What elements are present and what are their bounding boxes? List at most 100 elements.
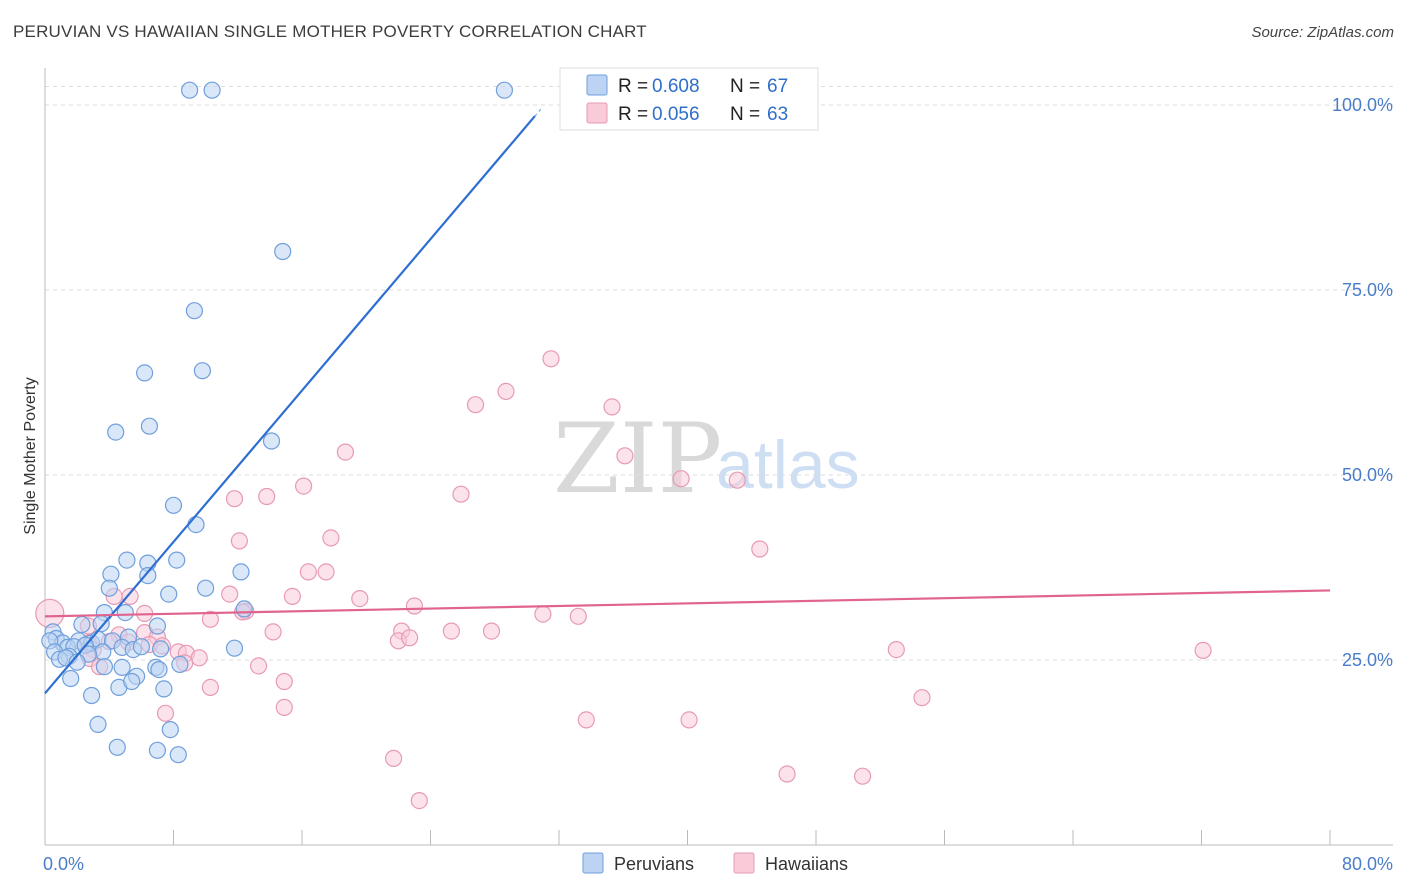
peruvian-point xyxy=(171,655,189,674)
y-tick-label: 50.0% xyxy=(1342,465,1393,485)
hawaiian-point xyxy=(190,649,208,667)
peruvian-point xyxy=(155,680,173,698)
peruvian-point xyxy=(235,600,253,618)
peruvian-point xyxy=(116,603,134,622)
peruvian-point xyxy=(164,496,183,514)
peruvian-r-value: 0.608 xyxy=(652,76,700,97)
peruvian-trend-extension xyxy=(534,108,542,117)
peruvian-point xyxy=(185,302,203,320)
hawaiian-trend-line xyxy=(44,589,1331,618)
axes xyxy=(44,68,1393,846)
data-points xyxy=(35,81,1212,810)
peruvian-point xyxy=(132,638,150,656)
watermark-zip: ZIP xyxy=(553,403,722,515)
peruvian-point xyxy=(203,81,221,99)
hawaiian-point xyxy=(577,711,595,729)
peruvian-point xyxy=(113,658,131,677)
hawaiian-point xyxy=(201,610,219,628)
peruvian-n-label: N = xyxy=(730,76,760,97)
peruvian-point xyxy=(262,432,281,450)
hawaiian-point xyxy=(672,470,690,488)
hawaiian-point xyxy=(887,640,905,659)
peruvian-point xyxy=(108,738,126,756)
peruvian-point xyxy=(118,551,136,569)
peruvian-point xyxy=(73,615,91,634)
hawaiian-r-label: R = xyxy=(618,104,648,125)
y-tick-label: 100.0% xyxy=(1332,95,1393,115)
hawaiian-point xyxy=(452,485,470,503)
tick-labels: 25.0% 50.0% 75.0% 100.0% 0.0% 80.0% xyxy=(43,95,1393,874)
peruvian-point xyxy=(495,81,513,99)
peruvian-point xyxy=(181,81,199,99)
peruvian-point xyxy=(107,423,125,441)
hawaiians-legend-label: Hawaiians xyxy=(765,854,848,874)
hawaiian-point xyxy=(156,704,175,722)
hawaiian-r-value: 0.056 xyxy=(652,104,700,125)
hawaiian-point xyxy=(751,540,769,558)
hawaiian-point xyxy=(35,598,65,629)
trend-lines xyxy=(44,108,1331,695)
x-tick-label: 80.0% xyxy=(1342,854,1393,874)
hawaiian-point xyxy=(201,678,219,697)
hawaiian-point xyxy=(405,597,423,615)
peruvian-trend-line xyxy=(44,115,536,695)
hawaiian-point xyxy=(299,563,317,581)
peruvian-point xyxy=(150,660,168,679)
peruvian-point xyxy=(92,615,110,633)
series-legend: Peruvians Hawaiians xyxy=(582,852,848,874)
hawaiian-point xyxy=(264,623,282,641)
peruvian-point xyxy=(160,585,178,603)
peruvian-point xyxy=(152,640,170,658)
peruvian-point xyxy=(94,643,112,661)
peruvian-point xyxy=(140,417,158,435)
hawaiian-point xyxy=(230,532,248,550)
hawaiian-point xyxy=(322,529,340,547)
peruvian-point xyxy=(148,617,166,635)
hawaiian-n-value: 63 xyxy=(767,104,788,125)
x-tick-label: 0.0% xyxy=(43,854,84,874)
hawaiian-point xyxy=(225,490,244,508)
hawaiian-point xyxy=(482,622,501,640)
peruvian-r-label: R = xyxy=(618,76,648,97)
hawaiian-point xyxy=(121,587,139,606)
peruvian-point xyxy=(161,720,179,739)
hawaiian-point xyxy=(466,396,485,414)
hawaiian-point xyxy=(351,589,369,608)
peruvian-point xyxy=(95,658,114,676)
y-tick-label: 25.0% xyxy=(1342,650,1393,670)
hawaiian-point xyxy=(410,791,428,810)
hawaiian-point xyxy=(385,749,403,768)
peruvian-point xyxy=(232,563,250,581)
peruvian-point xyxy=(197,579,215,597)
hawaiian-point xyxy=(853,767,872,785)
hawaiian-point xyxy=(295,477,313,495)
chart-title: PERUVIAN VS HAWAIIAN SINGLE MOTHER POVER… xyxy=(13,22,647,41)
hawaiian-point xyxy=(603,398,621,416)
hawaiian-point xyxy=(336,443,354,461)
watermark-atlas: atlas xyxy=(716,427,860,503)
peruvian-point xyxy=(168,551,186,569)
hawaiian-point xyxy=(283,587,301,606)
peruvian-point xyxy=(62,669,80,688)
hawaiian-point xyxy=(497,382,515,400)
hawaiian-point xyxy=(221,585,239,603)
peruvian-point xyxy=(193,362,211,380)
peruvian-point xyxy=(274,242,292,261)
hawaiian-point xyxy=(680,711,698,729)
peruvian-point xyxy=(139,566,157,585)
hawaiian-point xyxy=(258,487,276,506)
hawaiian-point xyxy=(616,447,634,465)
hawaiian-point xyxy=(442,622,460,640)
hawaiian-point xyxy=(534,605,552,623)
y-axis-label: Single Mother Poverty xyxy=(22,377,39,534)
peruvian-point xyxy=(89,715,107,734)
peruvian-point xyxy=(148,741,166,759)
peruvian-point xyxy=(136,364,154,382)
peruvian-point xyxy=(169,746,187,764)
y-tick-label: 75.0% xyxy=(1342,280,1393,300)
hawaiian-point xyxy=(275,672,293,691)
hawaiian-n-label: N = xyxy=(730,104,760,125)
peruvian-point xyxy=(187,515,205,534)
hawaiian-point xyxy=(728,471,746,489)
